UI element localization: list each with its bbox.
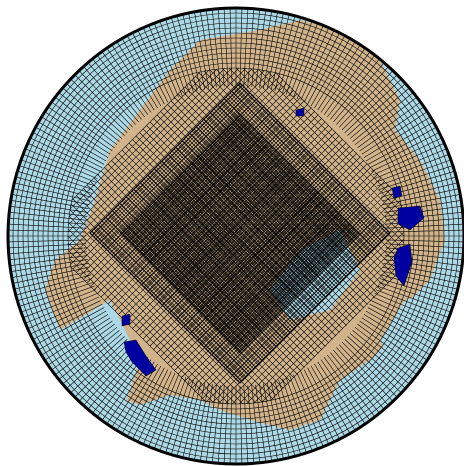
marker [397,205,425,231]
ring-line [37,37,435,435]
refined-outline [89,82,391,384]
ring-line [32,32,440,440]
dense-grid [119,112,360,354]
ring-line [17,17,455,455]
marker [123,339,157,377]
mesh-lines [8,8,464,464]
ring-line [42,42,430,430]
globe-rim [6,6,464,466]
radial-lines [8,8,464,464]
marker-group [121,107,425,377]
ring-line [47,47,425,425]
marker [391,185,403,199]
marker [121,313,131,327]
marker [295,107,305,117]
ring-line [62,62,410,410]
ring-line [57,57,415,415]
ring-line [12,12,460,460]
ring-line [27,27,445,445]
ring-line [52,52,420,420]
marker [393,243,413,287]
ring-line [22,22,450,450]
